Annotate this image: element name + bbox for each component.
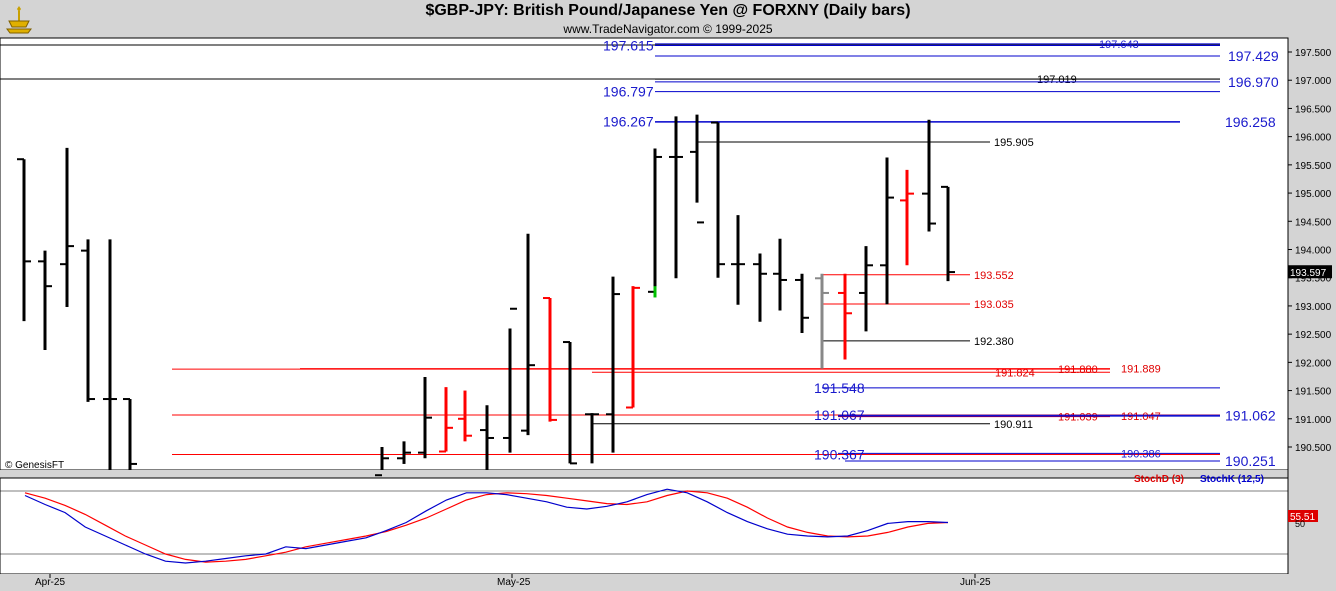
y-tick-label: 192.500 [1295, 330, 1332, 341]
level-label: 196.267 [603, 114, 654, 130]
y-tick-label: 197.500 [1295, 48, 1332, 59]
level-label: 196.258 [1225, 114, 1276, 130]
level-label: 191.880 [1058, 364, 1098, 376]
time-axis-panel [0, 574, 1336, 591]
chart-header [0, 0, 1336, 38]
level-label: 191.824 [995, 367, 1035, 379]
stoch-series-line [24, 488, 949, 564]
current-price-label: 193.597 [1290, 268, 1327, 279]
y-tick-label: 192.000 [1295, 358, 1332, 369]
level-label: 193.035 [974, 299, 1014, 311]
level-label: 195.905 [994, 137, 1034, 149]
panel-separator [0, 470, 1288, 478]
y-tick-label: 195.500 [1295, 161, 1332, 172]
x-tick-label: Apr-25 [35, 577, 65, 588]
level-label: 197.615 [603, 38, 654, 54]
level-label: 191.062 [1225, 407, 1276, 423]
y-tick-label: 196.000 [1295, 133, 1332, 144]
y-tick-label: 193.000 [1295, 302, 1332, 313]
level-label: 190.386 [1121, 448, 1161, 460]
stoch-value-box [1288, 510, 1318, 522]
y-tick-label: 191.500 [1295, 387, 1332, 398]
level-label: 196.797 [603, 84, 654, 100]
legend-stoch-k: StochK (12,5) [1200, 474, 1264, 485]
trade-navigator-logo-icon [4, 3, 34, 35]
y-tick-label: 195.000 [1295, 189, 1332, 200]
legend-stoch-d: StochD (3) [1134, 474, 1184, 485]
chart-subtitle: www.TradeNavigator.com © 1999-2025 [563, 22, 773, 36]
level-label: 197.643 [1099, 39, 1139, 51]
x-tick-label: Jun-25 [960, 577, 991, 588]
level-label: 197.019 [1037, 74, 1077, 86]
level-label: 193.552 [974, 270, 1014, 282]
price-axis-panel [1288, 38, 1336, 591]
level-label: 191.889 [1121, 364, 1161, 376]
stoch-value-label: 55.51 [1290, 512, 1315, 523]
price-panel [0, 37, 1289, 471]
level-label: 192.380 [974, 336, 1014, 348]
y-tick-label: 194.000 [1295, 246, 1332, 257]
level-label: 190.911 [994, 419, 1033, 431]
level-label: 191.548 [814, 380, 865, 396]
y-tick-label: 197.000 [1295, 76, 1332, 87]
y-tick-label: 190.500 [1295, 443, 1332, 454]
stochastic-panel [0, 477, 1289, 575]
level-label: 196.970 [1228, 74, 1279, 90]
y-tick-label: 193.500 [1295, 274, 1332, 285]
watermark-label: © GenesisFT [5, 460, 64, 471]
level-label: 191.047 [1121, 411, 1161, 423]
y-tick-label: 194.500 [1295, 217, 1332, 228]
stoch-tick-label: 50 [1295, 519, 1305, 529]
level-label: 197.429 [1228, 48, 1279, 64]
level-label: 190.367 [814, 447, 865, 463]
x-tick-label: May-25 [497, 577, 531, 588]
level-label: 191.039 [1058, 412, 1098, 424]
current-price-box [1288, 265, 1332, 279]
chart-title: $GBP-JPY: British Pound/Japanese Yen @ F… [425, 2, 911, 19]
y-tick-label: 196.500 [1295, 104, 1332, 115]
y-tick-label: 191.000 [1295, 415, 1332, 426]
stoch-series-line [24, 490, 949, 563]
level-label: 190.251 [1225, 453, 1276, 469]
